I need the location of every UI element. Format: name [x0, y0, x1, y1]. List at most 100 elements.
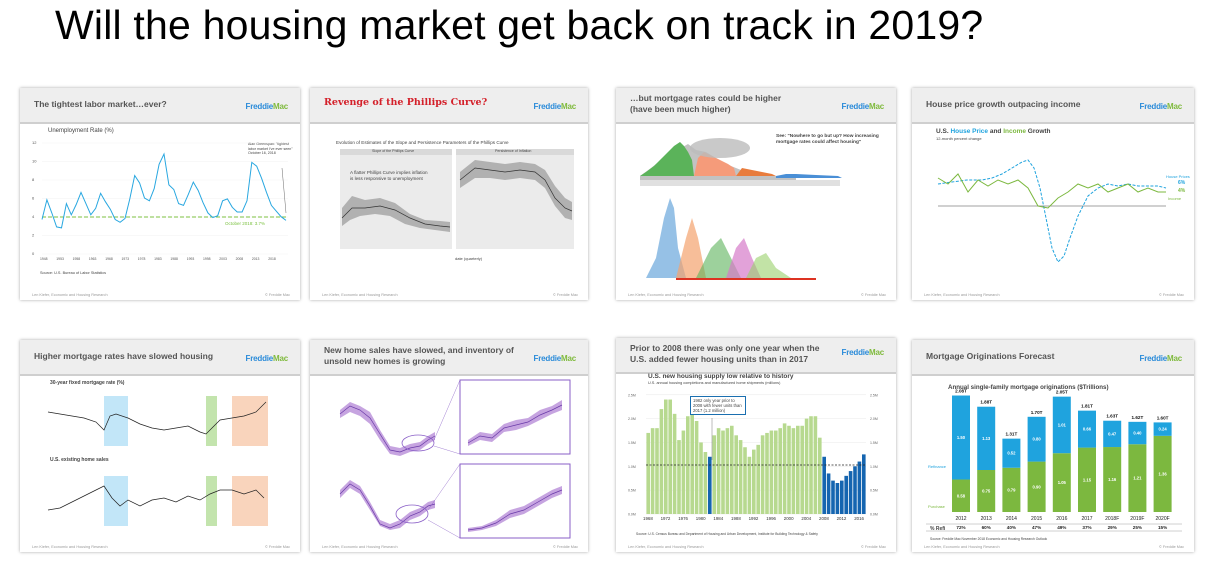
total-label: 1.70T: [1031, 410, 1043, 415]
bar-purchase-2017: [1078, 447, 1096, 512]
refi-row-label: % Refi: [930, 526, 946, 532]
chart-title-sales: U.S. existing home sales: [50, 457, 109, 463]
bar-1996: [769, 430, 774, 514]
slide-housing-supply[interactable]: Prior to 2008 there was only one year wh…: [616, 338, 896, 552]
bar-2004: [804, 418, 809, 514]
freddie-mac-logo: FreddieMac: [841, 102, 885, 111]
x-tick-label: 1972: [661, 516, 671, 521]
y-tick-label: 6: [32, 196, 35, 201]
bar-1990: [743, 447, 747, 514]
x-tick-label: 1988: [170, 257, 178, 261]
y-tick-label: 0.0M: [870, 513, 878, 517]
slide-labor-market[interactable]: The tightest labor market…ever? FreddieM…: [20, 88, 300, 300]
y-tick-label: 0.5M: [870, 489, 878, 493]
slide-higher-rates[interactable]: Higher mortgage rates have slowed housin…: [20, 340, 300, 552]
slide-title: New home sales have slowed, and inventor…: [324, 345, 514, 366]
slide-mortgage-rates[interactable]: …but mortgage rates could be higher (hav…: [616, 88, 896, 300]
bar-2015: [853, 466, 857, 514]
bar-2003: [800, 425, 804, 514]
y-tick-label: 2.5M: [870, 393, 878, 397]
y-tick-label: 1.5M: [870, 441, 878, 445]
bar-1972: [664, 399, 668, 514]
bar-2000: [787, 425, 791, 514]
house-income-chart: [937, 159, 1167, 263]
y-tick-label: 1.0M: [628, 465, 636, 469]
refi-share: 40%: [1007, 525, 1016, 530]
x-tick-label: 1953: [56, 257, 64, 261]
bar-2002: [796, 425, 800, 514]
x-tick-label: 2000: [784, 516, 794, 521]
bar-2001: [791, 428, 796, 514]
bar-2011: [835, 483, 840, 514]
refi-share: 37%: [1082, 525, 1091, 530]
source-text: Source: U.S. Census Bureau and Departmen…: [636, 532, 818, 536]
panel-right-label: Persistence of Inflation: [495, 149, 532, 153]
bar-refinance-2015: [1027, 416, 1046, 462]
slide-new-home-sales[interactable]: New home sales have slowed, and inventor…: [310, 340, 588, 552]
bar-1971: [659, 409, 664, 514]
x-tick-label: 1948: [40, 257, 48, 261]
data-label: 1.36: [1159, 471, 1168, 476]
total-label: 1.88T: [980, 400, 992, 405]
bar-1977: [686, 416, 690, 514]
data-label: 0.52: [1007, 451, 1016, 456]
freddie-mac-logo: FreddieMac: [1139, 102, 1183, 111]
chart-title: Evolution of Estimates of the Slope and …: [336, 140, 509, 145]
x-tick-label: 1968: [643, 516, 653, 521]
phillips-note: A flatter Phillips Curve implies inflati…: [350, 170, 428, 181]
bar-2014: [848, 471, 853, 514]
x-tick-label: 2017: [1081, 516, 1092, 522]
bar-refinance-2014: [1002, 438, 1021, 468]
x-tick-label: 1983: [154, 257, 162, 261]
housing-supply-chart: 0.0M 0.0M 0.5M 0.5M 1.0M 1.0M 1.5M 1.5M 2.0M 2.0M…: [628, 393, 878, 521]
slide-originations-forecast[interactable]: Mortgage Originations Forecast FreddieMa…: [912, 340, 1194, 552]
x-tick-label: 2019F: [1130, 516, 1144, 522]
y-tick-label: 4: [32, 214, 35, 219]
chart-title: Unemployment Rate (%): [48, 128, 114, 134]
bar-purchase-2016: [1052, 453, 1071, 512]
bar-1998: [778, 428, 782, 514]
bar-2016: [857, 461, 862, 514]
bar-1986: [725, 428, 730, 514]
refi-share: 47%: [1032, 525, 1041, 530]
refi-share: 15%: [1158, 525, 1167, 530]
data-label: 1.16: [1108, 477, 1117, 482]
y-tick-label: 1.0M: [870, 465, 878, 469]
slide-house-price-growth[interactable]: House price growth outpacing income Fred…: [912, 88, 1194, 300]
x-tick-label: 2008: [236, 257, 244, 261]
data-label: 1.15: [1083, 477, 1092, 482]
total-label: 1.63T: [1106, 414, 1118, 419]
x-tick-label: 2018: [268, 257, 276, 261]
unemployment-chart: 12 10 8 6 4 2 0 1948 1953 1958 1963 1968 1973 1978 198…: [32, 140, 288, 261]
bar-2013: [844, 475, 848, 514]
slide-phillips-curve[interactable]: Revenge of the Phillips Curve? FreddieMa…: [310, 88, 588, 300]
bar-refinance-2013: [977, 406, 996, 470]
bar-1991: [747, 456, 752, 514]
bar-1983: [712, 435, 716, 514]
phillips-chart: [340, 149, 574, 249]
y-tick-label: 2: [32, 233, 35, 238]
chart-subtitle: U.S. annual housing completions and manu…: [648, 381, 781, 385]
y-tick-label: 0: [32, 251, 35, 256]
house-price-value: 6%: [1178, 180, 1186, 186]
freddie-mac-logo: FreddieMac: [533, 102, 577, 111]
data-label: 0.75: [982, 489, 991, 494]
data-label: 1.01: [1058, 422, 1067, 427]
data-label: 0.58: [957, 493, 966, 498]
callout-1982: 1982 only year prior to 2008 with fewer …: [690, 396, 746, 415]
x-tick-label: 1988: [731, 516, 741, 521]
legend-purchase: Purchase: [928, 504, 945, 509]
chart-title-rates: 30-year fixed mortgage rate (%): [50, 380, 125, 386]
total-label: 1.62T: [1132, 415, 1144, 420]
october-callout: October 2018: 3.7%: [225, 221, 266, 226]
data-label: 0.90: [1033, 484, 1042, 489]
chart-title: Annual single-family mortgage originatio…: [948, 384, 1109, 391]
x-tick-label: 2003: [219, 257, 227, 261]
data-label: 1.21: [1133, 476, 1142, 481]
slide-title: Revenge of the Phillips Curve?: [324, 97, 488, 108]
freddie-mac-logo: FreddieMac: [245, 354, 289, 363]
chart-title: U.S. House Price and Income Growth: [936, 128, 1051, 135]
chart-subtitle: 12-month percent change: [936, 136, 982, 141]
bar-purchase-2014: [1002, 467, 1021, 512]
x-tick-label: 1968: [105, 257, 113, 261]
